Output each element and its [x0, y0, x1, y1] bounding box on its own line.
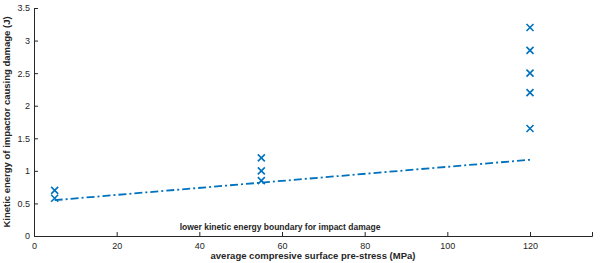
- plot-area: 0 20 40 60 80 100 120 0 0.5 1 1.5 2 2.5 3 3.5 lower kin…: [17, 3, 592, 251]
- data-point: [527, 89, 534, 96]
- tick-label: 0.5: [17, 199, 30, 209]
- data-point: [527, 24, 534, 31]
- tick-label: 2.5: [17, 69, 30, 79]
- tick: 1.5: [17, 134, 38, 144]
- tick-label: 0: [25, 231, 30, 241]
- tick-mark: [199, 232, 200, 236]
- tick: 3.5: [17, 3, 38, 13]
- tick: 80: [360, 232, 370, 251]
- x-axis: 0 20 40 60 80 100 120: [32, 232, 593, 251]
- tick-label: 120: [523, 241, 538, 251]
- tick-mark: [117, 232, 118, 236]
- tick-label: 1: [25, 166, 30, 176]
- chart: 0 20 40 60 80 100 120 0 0.5 1 1.5 2 2.5 3 3.5 lower kin…: [0, 0, 600, 263]
- tick-label: 0: [32, 241, 37, 251]
- tick: 100: [440, 232, 455, 251]
- tick: 3: [25, 36, 38, 46]
- tick-mark: [34, 171, 38, 172]
- tick-mark: [34, 73, 38, 74]
- tick: 2: [25, 101, 38, 111]
- tick-mark: [447, 232, 448, 236]
- data-point: [527, 70, 534, 77]
- annotation: lower kinetic energy boundary for impact…: [180, 222, 381, 232]
- tick: 0: [25, 231, 38, 241]
- boundary-line: [55, 160, 530, 200]
- y-axis: 0 0.5 1 1.5 2 2.5 3 3.5: [17, 3, 38, 241]
- tick-label: 20: [112, 241, 122, 251]
- tick-label: 3.5: [17, 3, 30, 13]
- tick-label: 100: [440, 241, 455, 251]
- tick-mark: [34, 41, 38, 42]
- x-axis-title: average compresive surface pre-stress (M…: [211, 250, 416, 261]
- tick: 0.5: [17, 199, 38, 209]
- tick-mark: [34, 138, 38, 139]
- tick-mark: [530, 232, 531, 236]
- tick-mark: [34, 236, 38, 237]
- data-point: [527, 125, 534, 132]
- axis-line: [35, 9, 39, 237]
- y-axis-title: Kinetic energy of impactor causing damag…: [1, 16, 12, 227]
- tick-label: 3: [25, 36, 30, 46]
- axis-line: [35, 232, 593, 237]
- data-point: [527, 47, 534, 54]
- data-point: [258, 167, 265, 174]
- tick-label: 40: [195, 241, 205, 251]
- tick: 1: [25, 166, 38, 176]
- tick-label: 2: [25, 101, 30, 111]
- marks: [51, 24, 533, 202]
- tick-mark: [34, 106, 38, 107]
- tick: 40: [195, 232, 205, 251]
- data-point: [258, 154, 265, 161]
- tick-mark: [365, 232, 366, 236]
- tick: 2.5: [17, 69, 38, 79]
- data-point: [51, 187, 58, 194]
- tick-label: 1.5: [17, 134, 30, 144]
- tick-mark: [282, 232, 283, 236]
- tick-mark: [34, 203, 38, 204]
- tick-mark: [34, 8, 38, 9]
- tick: 60: [277, 232, 287, 251]
- tick: 20: [112, 232, 122, 251]
- tick: 120: [523, 232, 538, 251]
